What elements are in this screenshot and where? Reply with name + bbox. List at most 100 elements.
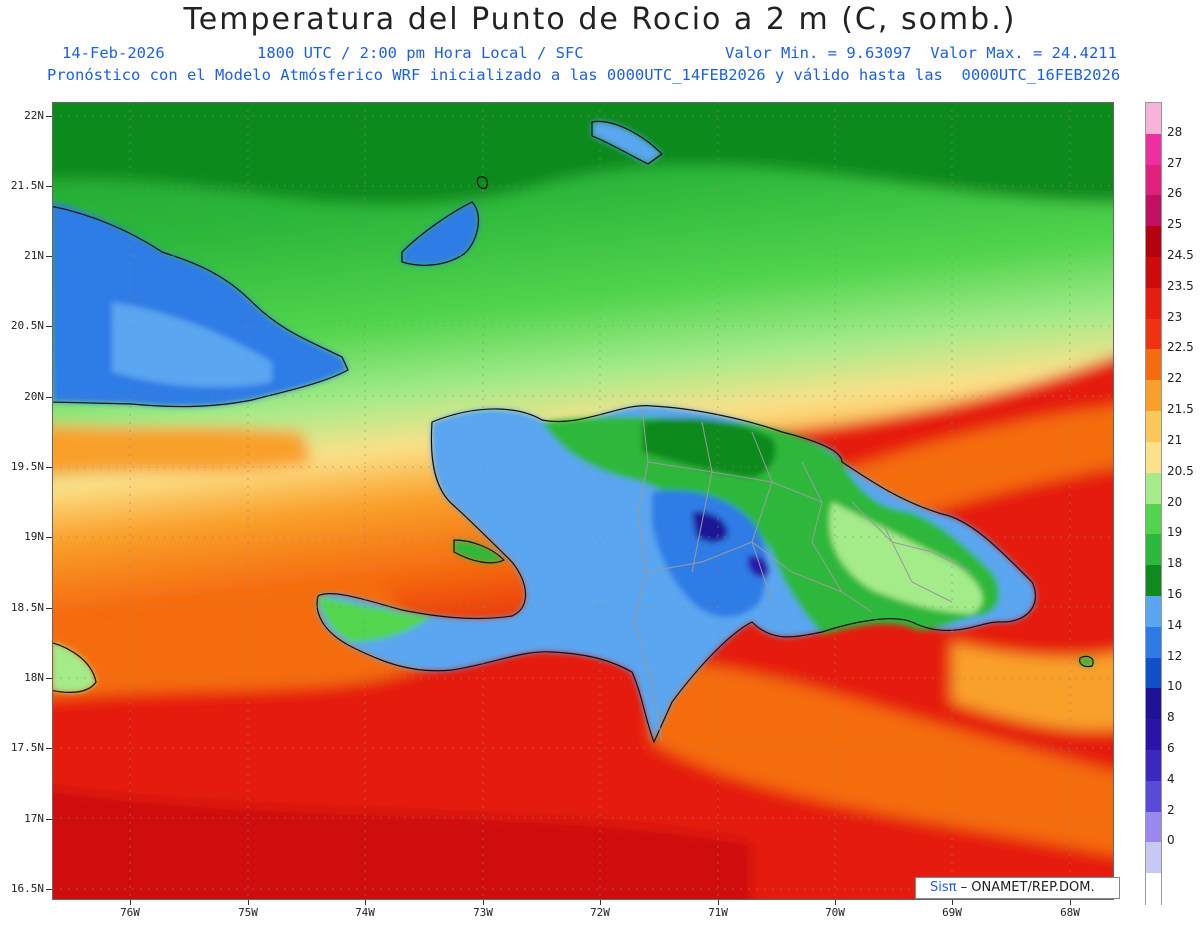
lon-tick: [600, 900, 601, 905]
lon-label-71w: 71W: [708, 906, 728, 919]
lat-label-22n: 22N: [24, 109, 44, 122]
lon-tick: [248, 900, 249, 905]
colorbar-label: 10: [1167, 679, 1183, 694]
colorbar-segment: [1146, 380, 1161, 412]
lat-label-17-5n: 17.5N: [10, 741, 44, 754]
map-canvas: [52, 102, 1114, 900]
colorbar-label: 21: [1167, 432, 1183, 447]
lat-label-19-5n: 19.5N: [10, 460, 44, 473]
province-borders: [633, 407, 973, 743]
colorbar-segment: [1146, 226, 1161, 258]
colorbar-segment: [1146, 780, 1161, 813]
colorbar-segment: [1146, 133, 1161, 166]
colorbar-segment: [1146, 472, 1161, 505]
colorbar-segment: [1146, 626, 1161, 659]
colorbar-label: 21.5: [1167, 402, 1194, 417]
lat-tick: [46, 537, 52, 538]
colorbar-segment: [1146, 873, 1161, 905]
credit-text: – ONAMET/REP.DOM.: [960, 880, 1095, 895]
colorbar-label: 12: [1167, 648, 1183, 663]
model-description: Pronóstico con el Modelo Atmósferico WRF…: [47, 66, 1121, 84]
colorbar-segment: [1146, 318, 1161, 351]
map-frame: [52, 102, 1114, 900]
colorbar-segment: [1146, 595, 1161, 628]
colorbar-label: 26: [1167, 186, 1183, 201]
colorbar-label: 22: [1167, 371, 1183, 386]
sispi-logo: Sisπ: [930, 880, 957, 895]
valid-time: 1800 UTC / 2:00 pm Hora Local / SFC: [257, 44, 584, 62]
colorbar-segment: [1146, 503, 1161, 535]
lat-tick: [46, 889, 52, 890]
colorbar-segment: [1146, 441, 1161, 474]
lon-tick: [1070, 900, 1071, 905]
colorbar-segment: [1146, 257, 1161, 289]
colorbar-label: 14: [1167, 617, 1183, 632]
map-title: Temperatura del Punto de Rocio a 2 m (C,…: [183, 2, 1017, 37]
colorbar: [1145, 102, 1162, 905]
lat-label-20n: 20N: [24, 390, 44, 403]
colorbar-segment: [1146, 103, 1161, 135]
colorbar-segment: [1146, 349, 1161, 381]
colorbar-segment: [1146, 411, 1161, 443]
colorbar-label: 23: [1167, 309, 1183, 324]
lat-label-20-5n: 20.5N: [10, 319, 44, 332]
colorbar-label: 0: [1167, 833, 1175, 848]
colorbar-label: 8: [1167, 710, 1175, 725]
lat-label-19n: 19N: [24, 530, 44, 543]
lon-label-76w: 76W: [120, 906, 140, 919]
lon-label-74w: 74W: [355, 906, 375, 919]
lon-label-70w: 70W: [825, 906, 845, 919]
colorbar-label: 4: [1167, 771, 1175, 786]
colorbar-label: 6: [1167, 740, 1175, 755]
lon-label-72w: 72W: [590, 906, 610, 919]
colorbar-label: 2: [1167, 802, 1175, 817]
lat-label-16-5n: 16.5N: [10, 882, 44, 895]
forecast-date: 14-Feb-2026: [62, 44, 165, 62]
colorbar-segment: [1146, 657, 1161, 689]
lat-tick: [46, 116, 52, 117]
colorbar-label: 20.5: [1167, 463, 1194, 478]
dewpoint-map: [52, 102, 1114, 900]
colorbar-label: 28: [1167, 124, 1183, 139]
lat-tick: [46, 326, 52, 327]
colorbar-label: 22.5: [1167, 340, 1194, 355]
lat-tick: [46, 748, 52, 749]
lat-tick: [46, 678, 52, 679]
lat-label-21-5n: 21.5N: [10, 179, 44, 192]
lon-tick: [483, 900, 484, 905]
lon-tick: [365, 900, 366, 905]
colorbar-segment: [1146, 719, 1161, 751]
colorbar-segment: [1146, 534, 1161, 566]
lon-label-73w: 73W: [473, 906, 493, 919]
lon-label-75w: 75W: [238, 906, 258, 919]
lat-tick: [46, 608, 52, 609]
colorbar-label: 25: [1167, 217, 1183, 232]
colorbar-segment: [1146, 688, 1161, 720]
colorbar-segment: [1146, 749, 1161, 782]
lat-label-17n: 17N: [24, 812, 44, 825]
colorbar-segment: [1146, 195, 1161, 227]
colorbar-segment: [1146, 565, 1161, 597]
colorbar-label: 24.5: [1167, 248, 1194, 263]
lon-tick: [130, 900, 131, 905]
lat-label-18n: 18N: [24, 671, 44, 684]
lat-label-18-5n: 18.5N: [10, 601, 44, 614]
colorbar-label: 27: [1167, 155, 1183, 170]
lon-label-69w: 69W: [942, 906, 962, 919]
landmasses: [52, 121, 1094, 742]
lon-tick: [835, 900, 836, 905]
credit-box: Sisπ – ONAMET/REP.DOM.: [915, 877, 1120, 899]
graticule: [52, 102, 1114, 900]
colorbar-segment: [1146, 811, 1161, 843]
lon-tick: [718, 900, 719, 905]
lon-tick: [952, 900, 953, 905]
coastlines: [52, 120, 1094, 744]
lat-tick: [46, 256, 52, 257]
colorbar-label: 16: [1167, 586, 1183, 601]
lon-label-68w: 68W: [1060, 906, 1080, 919]
lat-tick: [46, 397, 52, 398]
lat-label-21n: 21N: [24, 249, 44, 262]
lat-tick: [46, 186, 52, 187]
lat-tick: [46, 467, 52, 468]
lat-tick: [46, 819, 52, 820]
